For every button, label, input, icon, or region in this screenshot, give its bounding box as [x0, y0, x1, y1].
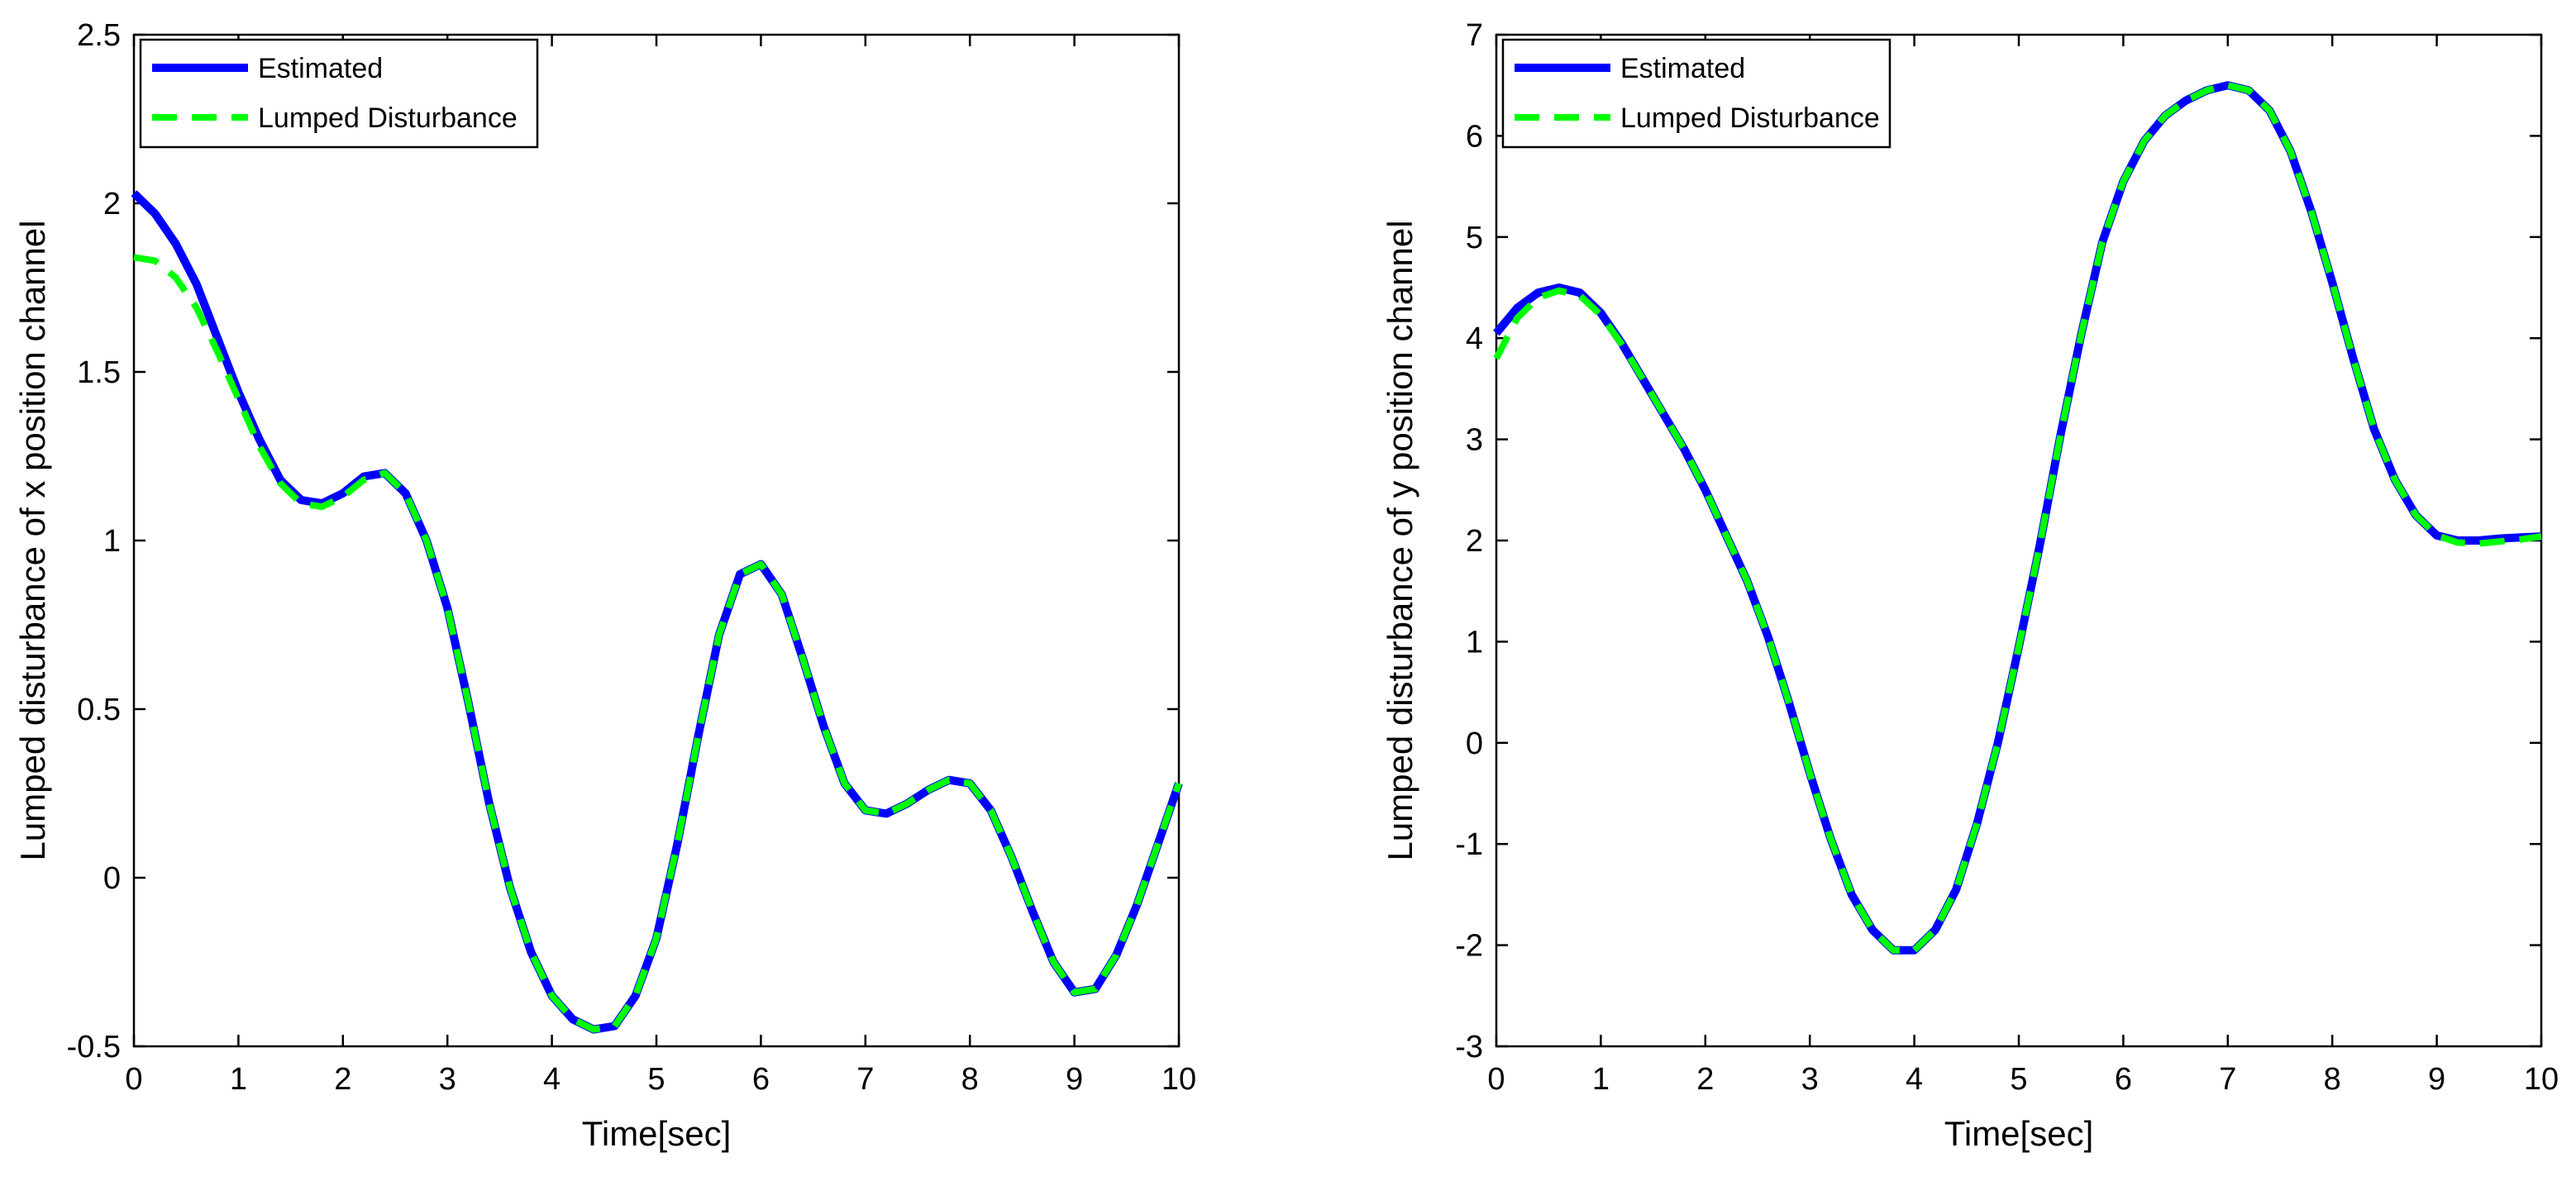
y-tick-label: 0: [103, 861, 121, 896]
x-tick-label: 1: [1592, 1062, 1610, 1097]
y-tick-label: 4: [1466, 322, 1483, 356]
x-tick-label: 3: [1801, 1062, 1819, 1097]
y-tick-label: 1.5: [77, 355, 121, 390]
x-tick-label: 8: [961, 1062, 979, 1097]
legend-entry-label: Estimated: [1620, 53, 1745, 84]
y-tick-label: 0.5: [77, 693, 121, 727]
legend-entry-label: Lumped Disturbance: [258, 102, 518, 134]
y-tick-label: 0: [1466, 726, 1483, 761]
y-tick-label: 7: [1466, 18, 1483, 53]
x-tick-label: 6: [752, 1062, 770, 1097]
y-tick-label: 1: [1466, 625, 1483, 660]
plot-area: [132, 33, 1181, 1048]
x-tick-label: 9: [2428, 1062, 2445, 1097]
y-axis-label: Lumped disturbance of y position channel: [1381, 220, 1419, 860]
y-tick-label: -2: [1455, 929, 1483, 964]
plot-area: [1495, 33, 2543, 1048]
x-tick-label: 4: [543, 1062, 561, 1097]
x-tick-label: 0: [1487, 1062, 1505, 1097]
legend-entry-label: Lumped Disturbance: [1620, 102, 1880, 134]
y-axis-label: Lumped disturbance of x position channel: [13, 220, 52, 860]
x-tick-label: 3: [439, 1062, 456, 1097]
x-tick-label: 4: [1906, 1062, 1923, 1097]
y-tick-label: 3: [1466, 423, 1483, 458]
series-line-lumped-disturbance: [1493, 82, 2542, 954]
x-tick-label: 8: [2324, 1062, 2341, 1097]
y-tick-label: -1: [1455, 827, 1483, 862]
y-tick-label: 2: [1466, 524, 1483, 559]
x-tick-label: 2: [334, 1062, 351, 1097]
y-tick-label: 2: [103, 187, 121, 221]
x-tick-label: 10: [2524, 1062, 2559, 1097]
x-tick-label: 2: [1696, 1062, 1714, 1097]
x-tick-label: 7: [856, 1062, 874, 1097]
y-tick-label: 2.5: [77, 18, 121, 53]
legend-box: [1501, 38, 1891, 149]
y-tick-label: 5: [1466, 221, 1483, 255]
x-tick-label: 9: [1066, 1062, 1083, 1097]
legend-entry-label: Estimated: [258, 53, 383, 84]
x-tick-label: 7: [2219, 1062, 2236, 1097]
chart-1: 0 1 2 3 4 5 6 7 8 9 10-0.500.511.522.5Time[sec]Lum…: [13, 18, 1196, 1153]
y-tick-label: 6: [1466, 119, 1483, 154]
x-axis-label: Time[sec]: [582, 1114, 731, 1153]
y-tick-label: 1: [103, 524, 121, 559]
chart-2: 0 1 2 3 4 5 6 7 8 9 10 -3 -2 -1 0 1 2 3 4 5 6 7 Time[sec] Lumpe…: [1381, 18, 2559, 1153]
x-tick-label: 0: [125, 1062, 142, 1097]
y-tick-label: -0.5: [67, 1030, 121, 1065]
series-line-lumped-disturbance: [133, 254, 1182, 1033]
x-tick-label: 5: [647, 1062, 665, 1097]
legend-box: [139, 38, 539, 149]
x-tick-label: 10: [1162, 1062, 1196, 1097]
y-tick-label: -3: [1455, 1030, 1483, 1065]
x-tick-label: 5: [2010, 1062, 2027, 1097]
x-tick-label: 6: [2115, 1062, 2132, 1097]
x-axis-label: Time[sec]: [1944, 1114, 2093, 1153]
x-tick-label: 1: [230, 1062, 247, 1097]
